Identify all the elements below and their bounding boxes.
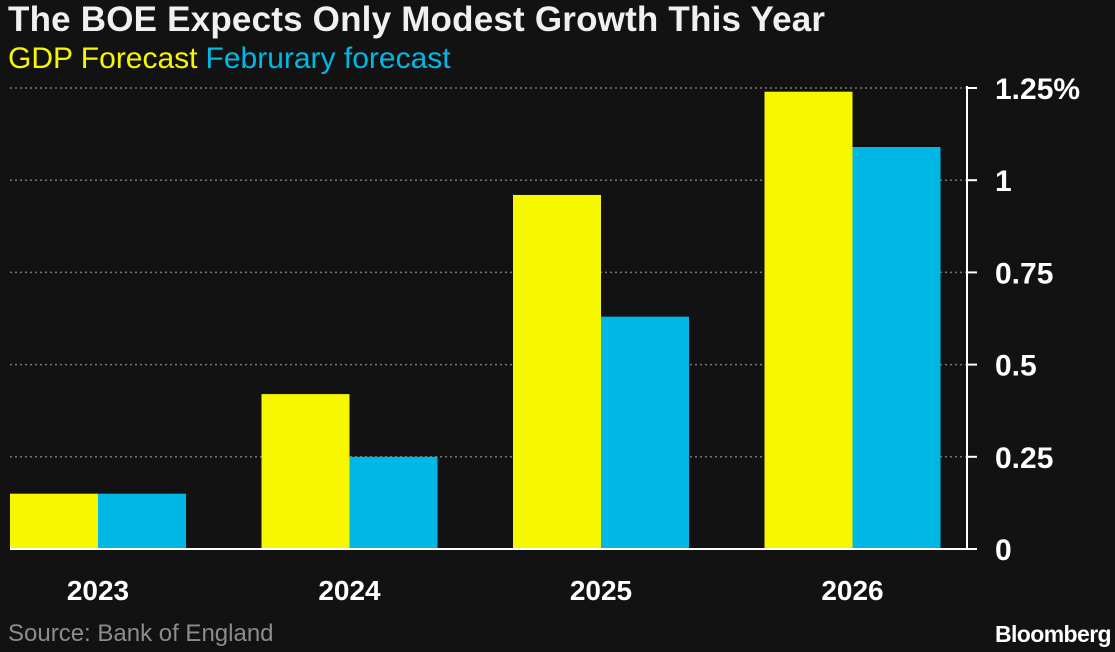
bar-gdp-forecast-2023 xyxy=(10,493,98,549)
y-tick-label: 0.75 xyxy=(995,257,1053,290)
bar-gdp-forecast-2025 xyxy=(513,194,601,549)
legend-entry-february-forecast: Februrary forecast xyxy=(205,42,451,75)
x-tick-label: 2024 xyxy=(318,575,381,606)
bloomberg-logo: Bloomberg xyxy=(995,621,1112,647)
bar-february-forecast-2024 xyxy=(349,456,438,549)
x-tick-label: 2025 xyxy=(570,575,632,606)
y-tick-label: 1 xyxy=(995,165,1012,198)
y-tick-label: 0.5 xyxy=(995,350,1037,383)
bar-gdp-forecast-2024 xyxy=(261,394,350,549)
bars xyxy=(10,91,941,550)
x-axis-labels: 2023 2024 2025 2026 xyxy=(67,575,884,606)
y-tick-label: 0.25 xyxy=(995,442,1053,475)
legend-entry-gdp-forecast: GDP Forecast xyxy=(8,42,198,75)
bar-gdp-forecast-2026 xyxy=(764,91,853,550)
bar-february-forecast-2026 xyxy=(852,147,941,549)
x-tick-label: 2026 xyxy=(821,575,883,606)
legend: GDP Forecast Februrary forecast xyxy=(8,42,459,76)
bar-february-forecast-2025 xyxy=(601,316,689,549)
y-tick-label: 0 xyxy=(995,534,1012,567)
x-tick-label: 2023 xyxy=(67,575,129,606)
bar-february-forecast-2023 xyxy=(98,493,186,549)
y-axis: 0 0.25 0.5 0.75 1 1.25% xyxy=(10,73,1080,567)
chart-title: The BOE Expects Only Modest Growth This … xyxy=(8,0,826,39)
y-tick-label: 1.25% xyxy=(995,73,1080,106)
source-note: Source: Bank of England xyxy=(8,620,274,647)
